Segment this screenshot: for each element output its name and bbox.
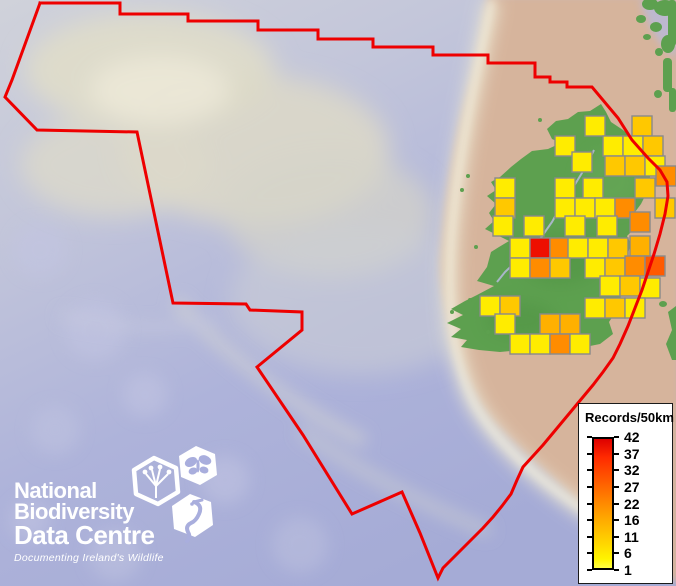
grid-square bbox=[634, 177, 656, 199]
legend-tick bbox=[587, 453, 592, 455]
legend-value: 27 bbox=[624, 479, 640, 495]
legend-tick bbox=[614, 453, 619, 455]
grid-square bbox=[559, 313, 581, 335]
grid-square bbox=[596, 215, 618, 237]
legend-tick bbox=[587, 552, 592, 554]
deep-ocean-mottle bbox=[10, 224, 328, 581]
grid-square bbox=[604, 297, 626, 319]
legend-box: Records/50km 42 37 32 27 22 16 11 6 1 bbox=[578, 403, 674, 584]
grid-square bbox=[529, 237, 551, 259]
grid-square bbox=[549, 237, 571, 259]
legend-tick bbox=[614, 552, 619, 554]
legend-color-bar bbox=[592, 437, 614, 570]
legend-title: Records/50km bbox=[585, 410, 674, 425]
grid-square bbox=[567, 237, 589, 259]
grid-square bbox=[629, 235, 651, 257]
legend-tick bbox=[587, 536, 592, 538]
grid-square bbox=[539, 313, 561, 335]
legend-value: 11 bbox=[624, 529, 639, 545]
legend-value: 1 bbox=[624, 562, 632, 578]
grid-square bbox=[604, 155, 626, 177]
grid-square bbox=[642, 135, 664, 157]
legend-tick bbox=[587, 503, 592, 505]
legend-value: 22 bbox=[624, 496, 640, 512]
grid-square bbox=[509, 237, 531, 259]
grid-square bbox=[523, 215, 545, 237]
legend-value: 42 bbox=[624, 429, 640, 445]
grid-square bbox=[554, 135, 576, 157]
legend-value: 37 bbox=[624, 446, 640, 462]
legend-tick bbox=[614, 519, 619, 521]
plant-hexagon-icon bbox=[131, 455, 181, 507]
grid-square bbox=[587, 237, 609, 259]
grid-square bbox=[569, 333, 591, 355]
grid-square bbox=[644, 255, 666, 277]
scotland-islands bbox=[636, 0, 676, 112]
grid-square bbox=[494, 177, 516, 199]
legend-tick bbox=[587, 486, 592, 488]
grid-square bbox=[604, 257, 626, 279]
grid-square bbox=[624, 255, 646, 277]
grid-square bbox=[599, 275, 621, 297]
grid-square bbox=[582, 177, 604, 199]
grid-square bbox=[492, 215, 514, 237]
grid-square bbox=[584, 257, 606, 279]
nbdc-logo: National Biodiversity Data Centre Docume… bbox=[14, 478, 164, 565]
butterfly-hexagon-icon bbox=[179, 446, 217, 485]
grid-square bbox=[564, 215, 586, 237]
grid-square bbox=[619, 275, 641, 297]
grid-square bbox=[624, 155, 646, 177]
logo-hexagons bbox=[131, 446, 217, 543]
designated-area-boundary-line bbox=[3, 1, 670, 582]
legend-tick bbox=[614, 469, 619, 471]
legend-bar-wrap: 42 37 32 27 22 16 11 6 1 bbox=[587, 429, 662, 578]
logo-line2: Biodiversity bbox=[14, 499, 134, 524]
legend-tick bbox=[587, 519, 592, 521]
legend-value: 6 bbox=[624, 545, 632, 561]
grid-square bbox=[509, 257, 531, 279]
grid-square bbox=[479, 295, 501, 317]
grid-square bbox=[631, 115, 653, 137]
legend-tick bbox=[587, 469, 592, 471]
grid-square bbox=[549, 333, 571, 355]
grid-square bbox=[529, 333, 551, 355]
grid-square bbox=[549, 257, 571, 279]
logo-tagline: Documenting Ireland's Wildlife bbox=[14, 552, 164, 564]
grid-square bbox=[584, 115, 606, 137]
grid-square bbox=[494, 313, 516, 335]
welsh-coast bbox=[659, 301, 676, 360]
records-grid-layer bbox=[479, 115, 676, 355]
logo-line1: National bbox=[14, 478, 97, 503]
grid-square bbox=[584, 297, 606, 319]
grid-square bbox=[602, 135, 624, 157]
legend-tick bbox=[587, 436, 592, 438]
shelf-edge-surf bbox=[447, 0, 594, 519]
grid-square bbox=[571, 151, 593, 173]
grid-square bbox=[509, 333, 531, 355]
grid-square bbox=[554, 177, 576, 199]
legend-tick bbox=[614, 569, 619, 571]
legend-value: 16 bbox=[624, 512, 640, 528]
grid-square bbox=[607, 237, 629, 259]
seahorse-hexagon-icon bbox=[172, 494, 213, 543]
legend-tick bbox=[614, 536, 619, 538]
grid-square bbox=[594, 197, 616, 219]
grid-square bbox=[529, 257, 551, 279]
legend-tick bbox=[614, 503, 619, 505]
grid-square bbox=[574, 197, 596, 219]
legend-value: 32 bbox=[624, 462, 640, 478]
grid-square bbox=[494, 197, 516, 219]
pale-bank bbox=[20, 12, 490, 375]
logo-line3: Data Centre bbox=[14, 520, 155, 550]
grid-square bbox=[499, 295, 521, 317]
legend-tick bbox=[614, 486, 619, 488]
grid-square bbox=[554, 197, 576, 219]
legend-tick bbox=[614, 436, 619, 438]
legend-tick bbox=[587, 569, 592, 571]
grid-square bbox=[629, 211, 651, 233]
